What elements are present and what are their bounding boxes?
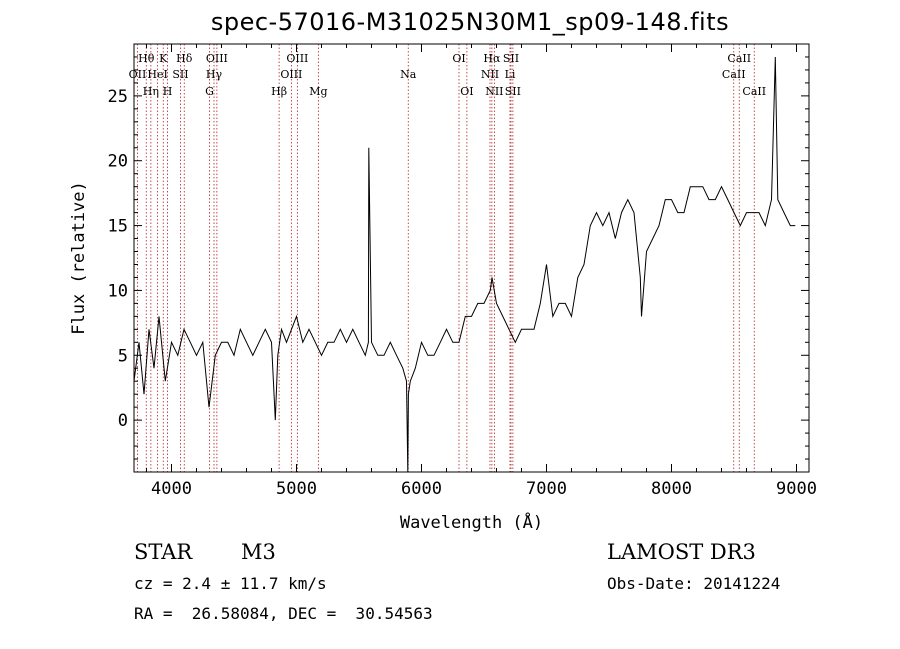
object-class: STAR	[134, 540, 193, 564]
emission-line-labels: Hθ OII Hη HeI K H SII Hδ G Hγ OIII Hβ OIII OIII Mg Na OI…	[129, 52, 766, 98]
redshift-readout: cz = 2.4 ± 11.7 km/s	[134, 574, 327, 593]
x-tick-label: 9000	[776, 479, 817, 499]
line-label: Li	[505, 68, 516, 81]
line-label: Hδ	[176, 52, 193, 65]
line-label: Hθ	[138, 52, 155, 65]
coordinates-readout: RA = 26.58084, DEC = 30.54563	[134, 604, 433, 623]
spectrum-line	[133, 56, 796, 473]
x-tick-label: 6000	[401, 479, 442, 499]
line-label: Hη	[143, 85, 159, 98]
line-label: NII	[481, 68, 499, 81]
line-label: OI	[452, 52, 465, 65]
y-tick-label: 0	[118, 411, 128, 431]
line-label: Na	[400, 68, 417, 81]
y-tick-label: 25	[108, 87, 128, 107]
line-label: Mg	[309, 85, 327, 98]
chart-title: spec-57016-M31025N30M1_sp09-148.fits	[210, 8, 730, 36]
y-tick-label: 20	[108, 152, 128, 172]
x-tick-label: 7000	[526, 479, 567, 499]
survey-name: LAMOST DR3	[607, 540, 756, 564]
plot-frame	[133, 43, 810, 473]
line-label: NII	[485, 85, 503, 98]
y-tick-label: 10	[108, 281, 128, 301]
line-label: CaII	[727, 52, 751, 65]
axis-ticks: 4000 5000 6000 7000 8000 9000 0 5 10 15 20 25	[108, 44, 817, 499]
y-axis-label: Flux (relative)	[69, 181, 89, 335]
emission-line-markers	[137, 44, 755, 472]
line-label: OIII	[206, 52, 228, 65]
line-label: HeI	[147, 68, 167, 81]
line-label: K	[159, 52, 168, 65]
x-axis-label: Wavelength (Å)	[400, 511, 543, 533]
line-label: CaII	[722, 68, 746, 81]
line-label: Hα	[483, 52, 501, 65]
y-tick-label: 15	[108, 217, 128, 237]
line-label: Hβ	[271, 85, 287, 98]
line-label: OIII	[280, 68, 302, 81]
line-label: G	[205, 85, 214, 98]
x-tick-label: 4000	[151, 479, 192, 499]
observation-date: Obs-Date: 20141224	[607, 574, 781, 593]
line-label: OIII	[286, 52, 308, 65]
line-label: H	[163, 85, 173, 98]
line-label: SII	[503, 52, 519, 65]
line-label: SII	[505, 85, 521, 98]
line-label: CaII	[742, 85, 766, 98]
line-label: OII	[129, 68, 147, 81]
x-tick-label: 5000	[276, 479, 317, 499]
object-subclass: M3	[241, 540, 276, 564]
line-label: OI	[460, 85, 473, 98]
y-tick-label: 5	[118, 346, 128, 366]
line-label: SII	[172, 68, 188, 81]
x-tick-label: 8000	[651, 479, 692, 499]
line-label: Hγ	[206, 68, 223, 81]
